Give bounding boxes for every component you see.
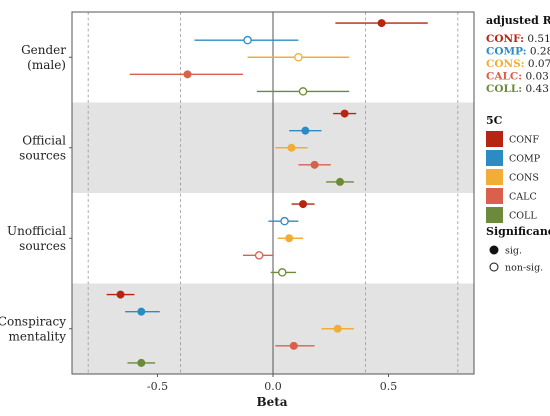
data-point bbox=[285, 234, 294, 243]
x-axis-label: Beta bbox=[256, 395, 287, 409]
data-point bbox=[280, 216, 289, 226]
data-point bbox=[243, 35, 252, 45]
legend-swatch bbox=[486, 169, 503, 185]
significance-label: non-sig. bbox=[505, 263, 543, 274]
r2-legend-title: adjusted R² bbox=[486, 14, 550, 27]
data-point bbox=[277, 268, 287, 277]
legend-5c-label: CONS bbox=[509, 173, 539, 184]
legend-5c-title: 5C bbox=[486, 114, 503, 127]
r2-legend-item: CONS: 0.07 bbox=[486, 58, 550, 70]
data-point bbox=[254, 251, 264, 260]
r2-legend-item: COLL: 0.43 bbox=[486, 83, 549, 95]
plot-panel bbox=[71, 11, 475, 375]
data-point bbox=[294, 53, 303, 62]
data-point bbox=[183, 70, 192, 79]
data-point bbox=[137, 358, 146, 367]
x-tick-label: 0.0 bbox=[264, 380, 282, 393]
y-axis: Gender (male) Official sources Unofficial sou… bbox=[0, 43, 72, 343]
legend-swatch bbox=[486, 207, 503, 223]
r2-legend-item: CONF: 0.51 bbox=[486, 33, 550, 45]
non-sig-marker bbox=[489, 262, 499, 272]
y-category-label: Gender (male) bbox=[21, 43, 66, 72]
legend-swatch bbox=[486, 131, 503, 147]
x-axis: -0.5 0.0 0.5 bbox=[147, 374, 397, 393]
significance-legend-title: Significance bbox=[486, 225, 550, 238]
r2-legend-item: CALC: 0.03 bbox=[486, 71, 549, 83]
data-point bbox=[137, 307, 146, 316]
data-point bbox=[310, 160, 319, 169]
significance-label: sig. bbox=[505, 246, 522, 257]
data-point bbox=[289, 341, 298, 350]
data-point bbox=[335, 177, 344, 186]
x-tick-label: -0.5 bbox=[147, 380, 168, 393]
sig-marker bbox=[489, 245, 499, 255]
legend-swatch bbox=[486, 188, 503, 204]
x-tick-label: 0.5 bbox=[380, 380, 398, 393]
y-category-label: Unofficial sources bbox=[7, 224, 66, 253]
legend-5c-label: COMP bbox=[509, 154, 541, 165]
r2-legend-item: COMP: 0.28 bbox=[486, 46, 550, 58]
legend-5c-label: COLL bbox=[509, 211, 537, 222]
legend-swatch bbox=[486, 150, 503, 166]
data-point bbox=[116, 290, 125, 299]
data-point bbox=[298, 87, 308, 96]
data-point bbox=[299, 200, 308, 209]
data-point bbox=[377, 19, 386, 28]
data-point bbox=[301, 126, 310, 135]
y-category-label: Conspiracy mentality bbox=[0, 314, 66, 343]
data-point bbox=[333, 324, 342, 333]
legend-5c-label: CALC bbox=[509, 192, 537, 203]
data-point bbox=[340, 109, 349, 118]
data-point bbox=[287, 143, 296, 152]
legend-5c-label: CONF bbox=[509, 135, 539, 146]
y-category-label: Official sources bbox=[19, 133, 66, 162]
